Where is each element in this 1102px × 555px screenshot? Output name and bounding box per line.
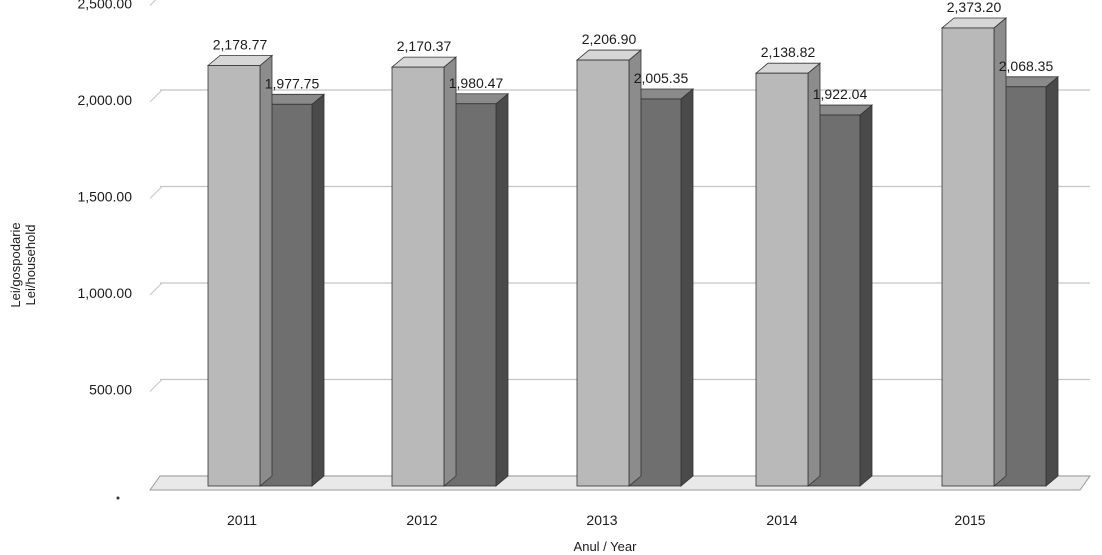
y-tick-label: 500.00	[89, 382, 132, 398]
x-tick-label: 2011	[227, 512, 257, 528]
x-axis-title: Anul / Year	[574, 539, 638, 554]
x-tick-label: 2013	[586, 512, 617, 528]
y-tick-label: 2,000.00	[78, 92, 133, 108]
gridline-skew	[149, 379, 163, 392]
gridline-skew	[149, 0, 157, 6]
data-label-series-1: 2,178.77	[213, 36, 268, 52]
x-axis-ticks: 2011 2012 2013 2014 2015	[227, 512, 986, 528]
x-tick-label: 2014	[766, 512, 797, 528]
data-labels: 2,178.77 1,977.75 2,170.37 1,980.47 2,206.90…	[213, 0, 1054, 102]
data-label-series-1: 2,206.90	[582, 31, 637, 47]
y-axis-origin-marker	[116, 496, 120, 500]
bar-series-1	[940, 17, 1008, 487]
bars	[206, 17, 1060, 487]
gridline-skew	[149, 282, 163, 296]
bar-series-1	[575, 49, 643, 487]
data-label-series-2: 1,977.75	[265, 75, 320, 91]
y-axis-ticks: 500.00 1,000.00 1,500.00 2,000.00 2,500.00	[78, 0, 133, 500]
data-label-series-1: 2,138.82	[761, 44, 816, 60]
y-axis-label-line1: Lei/gospodarie	[8, 222, 23, 307]
bar-series-1	[390, 56, 458, 487]
y-tick-label: 1,500.00	[78, 189, 133, 205]
data-label-series-2: 1,922.04	[813, 86, 868, 102]
y-tick-label: 1,000.00	[78, 285, 133, 301]
bar-series-1	[754, 62, 822, 487]
y-tick-label: 2,500.00	[78, 0, 133, 12]
gridline-skew	[149, 89, 163, 103]
x-tick-label: 2012	[406, 512, 437, 528]
data-label-series-2: 2,005.35	[634, 70, 689, 86]
bar-series-1	[206, 54, 274, 487]
gridline-skew	[149, 186, 163, 199]
data-label-series-2: 1,980.47	[449, 75, 504, 91]
data-label-series-1: 2,373.20	[947, 0, 1002, 15]
y-axis-label-line2: Lei/household	[23, 225, 38, 306]
x-tick-label: 2015	[954, 512, 985, 528]
data-label-series-1: 2,170.37	[397, 38, 452, 54]
data-label-series-2: 2,068.35	[999, 58, 1054, 74]
